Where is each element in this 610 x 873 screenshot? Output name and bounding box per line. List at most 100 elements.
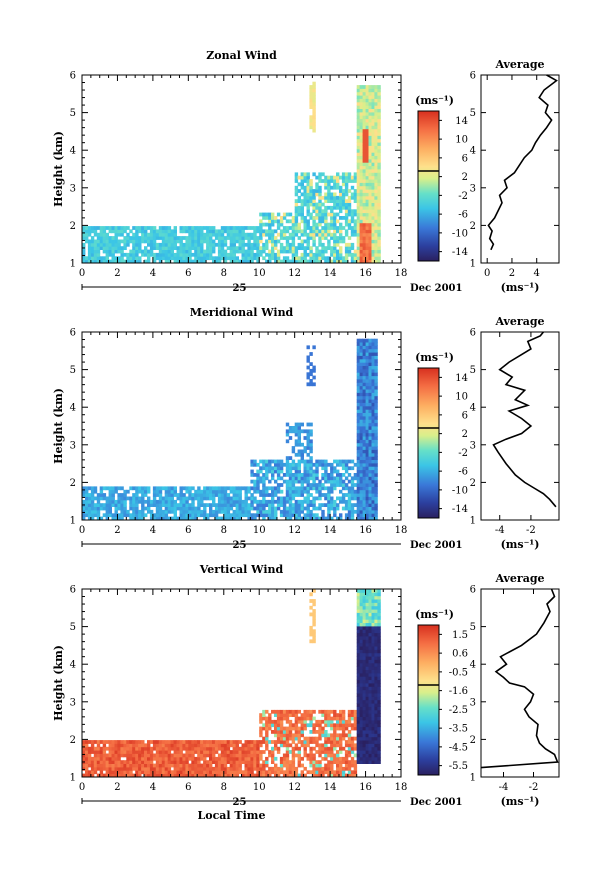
heatmap-cell [356, 202, 361, 207]
x-tick-label: 18 [395, 782, 408, 793]
heatmap-cell [371, 385, 375, 390]
heatmap-cell [359, 88, 363, 93]
heatmap-cell [350, 479, 355, 484]
heatmap-cell [347, 723, 352, 728]
heatmap-cell [362, 446, 366, 450]
heatmap-cell [126, 232, 130, 237]
heatmap-cell [297, 516, 301, 521]
heatmap-cell [185, 766, 189, 771]
heatmap-cell [374, 365, 378, 370]
heatmap-cell [344, 246, 349, 250]
heatmap-cell [359, 338, 363, 343]
heatmap-cell [111, 750, 115, 754]
heatmap-cell [318, 730, 322, 734]
heatmap-cell [365, 589, 369, 593]
heatmap-cell [365, 142, 369, 146]
heatmap-cell [155, 252, 160, 257]
heatmap-cell [297, 476, 301, 481]
heatmap-cell [362, 632, 366, 637]
heatmap-cell [274, 770, 278, 775]
heatmap-cell [374, 101, 378, 106]
heatmap-cell [339, 232, 343, 237]
heatmap-cell [306, 506, 310, 511]
heatmap-cell [306, 709, 310, 714]
heatmap-cell [339, 192, 343, 197]
heatmap-cell [250, 226, 254, 230]
heatmap-cell [359, 652, 363, 657]
heatmap-cell [173, 760, 177, 764]
heatmap-cell [324, 185, 328, 190]
heatmap-cell [294, 232, 299, 237]
heatmap-cell [365, 155, 369, 160]
heatmap-cell [365, 456, 369, 460]
heatmap-cell [220, 743, 225, 748]
heatmap-cell [203, 760, 207, 764]
heatmap-cell [212, 256, 216, 261]
heatmap-cell [309, 763, 313, 768]
heatmap-cell [359, 239, 363, 244]
heatmap-cell [102, 503, 107, 507]
heatmap-cell [306, 452, 310, 457]
profile-y-tick-label: 1 [470, 516, 476, 527]
heatmap-cell [108, 770, 112, 775]
heatmap-cell [368, 686, 372, 691]
heatmap-cell [327, 242, 331, 247]
heatmap-cell [315, 209, 319, 214]
heatmap-cell [365, 88, 369, 93]
heatmap-cell [155, 766, 160, 771]
heatmap-cell [200, 226, 204, 230]
heatmap-cell [276, 486, 281, 491]
heatmap-cell [374, 236, 378, 240]
heatmap-cell [336, 259, 340, 264]
heatmap-cell [164, 232, 169, 237]
heatmap-cell [182, 236, 186, 240]
heatmap-cell [259, 503, 263, 507]
x-tick-label: 14 [324, 525, 337, 536]
heatmap-cell [344, 740, 349, 744]
heatmap-cell [126, 226, 130, 230]
heatmap-cell [336, 212, 340, 217]
heatmap-cell [200, 232, 204, 237]
heatmap-cell [265, 730, 269, 734]
heatmap-cell [297, 459, 301, 464]
heatmap-cell [374, 212, 378, 217]
heatmap-cell [368, 496, 372, 501]
heatmap-cell [167, 760, 172, 764]
heatmap-cell [359, 415, 363, 420]
heatmap-cell [82, 746, 86, 751]
heatmap-cell [356, 436, 361, 440]
heatmap-cell [356, 709, 361, 714]
heatmap-cell [362, 169, 366, 173]
heatmap-cell [368, 365, 372, 370]
heatmap-cell [247, 256, 251, 261]
heatmap-cell [276, 239, 281, 244]
heatmap-cell [241, 259, 245, 264]
heatmap-cell [374, 205, 378, 210]
heatmap-cell [132, 773, 136, 778]
heatmap-cell [223, 753, 228, 758]
heatmap-cell [209, 239, 213, 244]
heatmap-cell [297, 736, 301, 741]
heatmap-cell [347, 466, 352, 471]
heatmap-cell [232, 232, 236, 237]
heatmap-cell [368, 716, 372, 721]
heatmap-cell [158, 750, 163, 754]
heatmap-cell [368, 118, 372, 123]
heatmap-cell [149, 252, 154, 257]
heatmap-cell [108, 499, 112, 504]
heatmap-cell [327, 462, 331, 467]
heatmap-cell [114, 499, 118, 504]
heatmap-cell [250, 770, 254, 775]
heatmap-cell [203, 489, 207, 494]
heatmap-cell [309, 439, 313, 444]
heatmap-cell [294, 226, 299, 230]
heatmap-cell [247, 740, 251, 744]
heatmap-cell [368, 733, 372, 738]
heatmap-cell [365, 342, 369, 346]
heatmap-cell [155, 743, 160, 748]
heatmap-cell [164, 506, 169, 511]
heatmap-cell [321, 746, 325, 751]
heatmap-cell [285, 469, 290, 474]
heatmap-cell [138, 513, 142, 518]
heatmap-cell [368, 105, 372, 109]
